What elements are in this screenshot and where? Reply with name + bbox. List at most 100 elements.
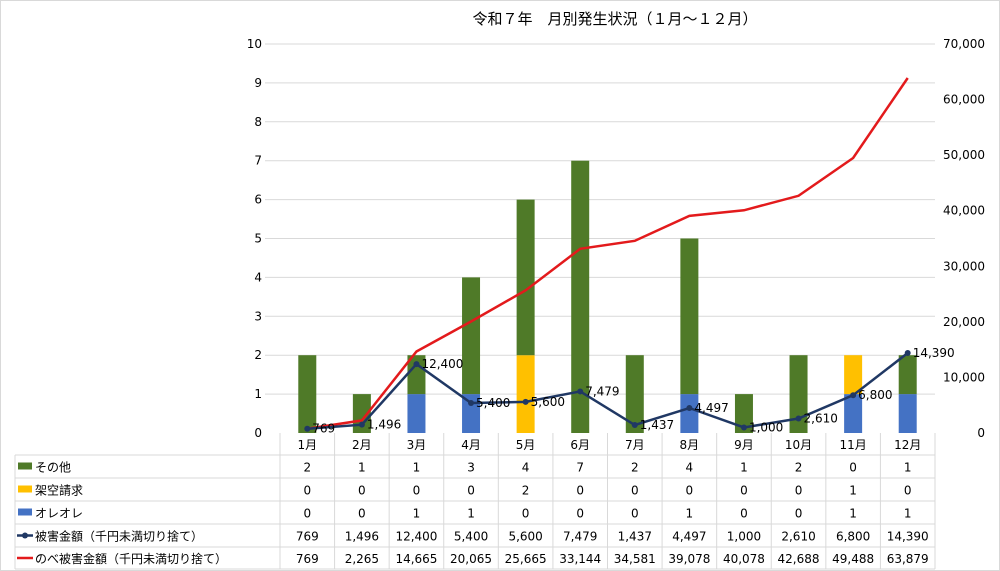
left-axis-tick: 1 (254, 387, 262, 401)
table-cell: 33,144 (559, 552, 601, 566)
data-label: 769 (312, 422, 335, 436)
table-cell: 2,610 (781, 530, 815, 544)
table-cell: 0 (849, 461, 857, 475)
data-label: 1,437 (640, 418, 674, 432)
table-cell: 1 (740, 461, 748, 475)
x-axis-tick: 10月 (785, 438, 812, 452)
line-marker (304, 425, 311, 432)
table-cell: 3 (467, 461, 475, 475)
table-cell: 0 (303, 507, 311, 521)
table-cell: 0 (740, 484, 748, 498)
bar-2-10 (844, 394, 863, 433)
left-axis-tick: 2 (254, 348, 262, 362)
legend-label: 被害金額（千円未満切り捨て） (35, 529, 203, 544)
table-cell: 1 (413, 461, 421, 475)
table-cell: 1 (358, 461, 366, 475)
table-cell: 20,065 (450, 552, 492, 566)
line-marker (740, 424, 747, 431)
table-cell: 1 (904, 461, 912, 475)
table-cell: 4 (522, 461, 530, 475)
data-label: 1,496 (367, 418, 401, 432)
table-cell: 63,879 (887, 552, 929, 566)
table-cell: 1 (413, 507, 421, 521)
line-series-3 (307, 352, 909, 430)
right-axis-tick: 70,000 (943, 37, 985, 51)
table-cell: 0 (358, 484, 366, 498)
x-axis-tick: 4月 (461, 438, 481, 452)
right-axis-tick: 40,000 (943, 204, 985, 218)
data-label: 4,497 (694, 401, 728, 415)
table-cell: 1 (686, 507, 694, 521)
table-cell: 40,078 (723, 552, 765, 566)
table-cell: 25,665 (505, 552, 547, 566)
left-axis-tick: 8 (254, 115, 262, 129)
right-axis-tick: 20,000 (943, 315, 985, 329)
line-marker (577, 388, 584, 395)
left-axis-tick: 9 (254, 76, 262, 90)
table-cell: 34,581 (614, 552, 656, 566)
right-axis-tick: 50,000 (943, 148, 985, 162)
table-cell: 42,688 (778, 552, 820, 566)
data-label: 12,400 (421, 357, 463, 371)
bar-0-8 (734, 394, 753, 433)
table-cell: 12,400 (395, 530, 437, 544)
table-cell: 1,496 (345, 530, 379, 544)
table-cell: 1,437 (618, 530, 652, 544)
line-marker (686, 405, 693, 412)
legend-key-2 (18, 508, 32, 516)
table-cell: 0 (795, 484, 803, 498)
left-axis-tick: 7 (254, 154, 262, 168)
legend-label: のべ被害金額（千円未満切り捨て） (35, 551, 227, 566)
left-axis-tick: 6 (254, 193, 262, 207)
table-cell: 2,265 (345, 552, 379, 566)
bar-0-4 (516, 199, 535, 356)
bar-0-3 (462, 277, 481, 395)
table-cell: 1 (849, 484, 857, 498)
x-axis-tick: 7月 (625, 438, 645, 452)
table-cell: 49,488 (832, 552, 874, 566)
legend-key-1 (18, 485, 32, 493)
x-axis-tick: 2月 (352, 438, 372, 452)
bar-0-7 (680, 238, 699, 395)
table-cell: 0 (413, 484, 421, 498)
table-cell: 0 (904, 484, 912, 498)
x-axis-tick: 8月 (680, 438, 700, 452)
data-label: 6,800 (858, 388, 892, 402)
table-cell: 7 (576, 461, 584, 475)
left-axis-tick: 5 (254, 232, 262, 246)
bar-0-0 (298, 355, 317, 433)
table-cell: 2 (795, 461, 803, 475)
table-cell: 0 (740, 507, 748, 521)
data-label: 2,610 (804, 411, 838, 425)
table-cell: 0 (795, 507, 803, 521)
table-cell: 0 (358, 507, 366, 521)
bar-2-7 (680, 394, 699, 433)
bar-0-9 (789, 355, 808, 433)
table-cell: 5,400 (454, 530, 488, 544)
right-axis-tick: 60,000 (943, 93, 985, 107)
table-cell: 1,000 (727, 530, 761, 544)
table-cell: 2 (303, 461, 311, 475)
table-cell: 0 (303, 484, 311, 498)
bar-0-6 (625, 355, 644, 433)
x-axis-tick: 6月 (570, 438, 590, 452)
right-axis-tick: 30,000 (943, 259, 985, 273)
bar-0-2 (407, 355, 426, 395)
legend-marker (22, 532, 28, 539)
left-axis-tick: 10 (247, 37, 262, 51)
legend-key-0 (18, 462, 32, 470)
bar-0-1 (352, 394, 371, 433)
table-cell: 14,665 (395, 552, 437, 566)
x-axis-tick: 3月 (407, 438, 427, 452)
table-cell: 39,078 (668, 552, 710, 566)
x-axis-tick: 5月 (516, 438, 536, 452)
table-cell: 1 (467, 507, 475, 521)
x-axis-tick: 11月 (839, 438, 866, 452)
line-marker (468, 399, 475, 406)
x-axis-tick: 9月 (734, 438, 754, 452)
legend-label: オレオレ (35, 507, 83, 521)
table-cell: 0 (467, 484, 475, 498)
left-axis-tick: 4 (254, 270, 262, 284)
line-marker (631, 422, 638, 429)
table-cell: 0 (686, 484, 694, 498)
